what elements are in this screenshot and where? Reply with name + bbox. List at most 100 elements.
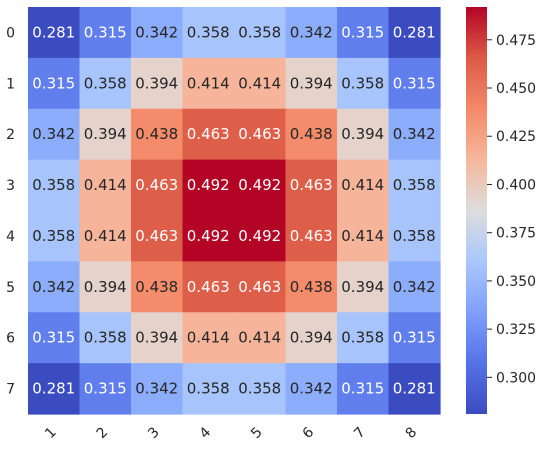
y-tick-label: 7 [6,382,15,398]
heatmap-cell-value: 0.414 [187,74,230,92]
x-tick-label: 4 [197,424,215,442]
heatmap-cell-value: 0.463 [238,125,281,143]
heatmap-cell-value: 0.342 [290,23,333,41]
heatmap-cell-value: 0.315 [393,329,436,347]
heatmap-cell-value: 0.438 [135,125,178,143]
heatmap-cell [234,57,287,110]
heatmap-cell-value: 0.394 [341,278,384,296]
heatmap-cell-value: 0.358 [32,176,75,194]
heatmap-cell [182,363,235,415]
heatmap-cell [388,261,441,313]
heatmap-cell-value: 0.342 [135,380,178,398]
heatmap-cell [182,210,235,262]
x-tick-label: 2 [94,424,112,442]
heatmap-cell-value: 0.438 [290,278,333,296]
heatmap-cell-value: 0.394 [135,329,178,347]
heatmap-cell-value: 0.438 [290,125,333,143]
heatmap-cell-value: 0.281 [393,380,436,398]
heatmap-cell [131,108,184,161]
heatmap-cell [388,363,441,415]
heatmap-cell-value: 0.315 [84,23,127,41]
heatmap-cell-value: 0.394 [290,74,333,92]
heatmap-cell-value: 0.394 [341,125,384,143]
heatmap-cell [388,7,441,59]
heatmap-cell [234,7,287,59]
y-tick-label: 6 [6,331,15,347]
heatmap-cells [28,7,441,415]
heatmap-cell-value: 0.358 [393,176,436,194]
heatmap-cell-value: 0.463 [238,278,281,296]
colorbar-tick-label: 0.425 [496,129,536,145]
heatmap-cell-value: 0.463 [135,176,178,194]
heatmap-cell-value: 0.492 [187,227,230,245]
heatmap-cell-labels: 0.281 0.315 0.342 0.358 0.358 0.342 0.315 0.281… [32,23,435,397]
colorbar-tick-label: 0.400 [496,177,536,193]
x-tick-label: 3 [145,424,163,442]
heatmap-cell [285,210,338,262]
heatmap-cell [285,312,338,364]
heatmap-cell [337,363,390,415]
heatmap-cell [285,261,338,313]
colorbar [466,7,487,414]
heatmap-cell-value: 0.394 [84,278,127,296]
heatmap-cell-value: 0.358 [84,329,127,347]
y-tick-label: 2 [6,127,15,143]
heatmap-cell [285,363,338,415]
x-tick-label: 5 [248,424,266,442]
heatmap-cell [285,159,338,212]
heatmap-cell [79,312,132,364]
y-tick-label: 1 [6,76,15,92]
heatmap-cell [182,312,235,364]
heatmap-cell [337,159,390,212]
heatmap-cell [79,159,132,212]
heatmap-cell-value: 0.358 [187,23,230,41]
heatmap-cell [234,312,287,364]
heatmap-cell-value: 0.281 [393,23,436,41]
x-tick-label: 6 [300,424,318,442]
heatmap-cell [131,261,184,313]
heatmap-cell [28,57,81,110]
colorbar-tick-label: 0.325 [496,322,536,338]
heatmap-cell-value: 0.438 [135,278,178,296]
heatmap-cell-value: 0.315 [341,380,384,398]
heatmap-cell-value: 0.358 [238,380,281,398]
heatmap-cell-value: 0.281 [32,380,75,398]
heatmap-cell [234,108,287,161]
heatmap-cell-value: 0.463 [290,176,333,194]
heatmap-cell-value: 0.358 [32,227,75,245]
heatmap-cell [182,261,235,313]
heatmap-cell-value: 0.358 [238,23,281,41]
heatmap-cell-value: 0.463 [290,227,333,245]
heatmap-cell [388,108,441,161]
heatmap-cell [131,159,184,212]
x-tick-label: 8 [403,424,421,442]
heatmap-cell [337,312,390,364]
heatmap-cell [388,210,441,262]
heatmap-cell [285,57,338,110]
heatmap-cell [234,261,287,313]
heatmap-cell-value: 0.492 [238,227,281,245]
heatmap-cell-value: 0.358 [341,329,384,347]
heatmap-cell [388,159,441,212]
heatmap-cell-value: 0.463 [187,125,230,143]
heatmap-cell-value: 0.315 [32,329,75,347]
heatmap-cell-value: 0.394 [84,125,127,143]
heatmap-cell-value: 0.315 [341,23,384,41]
heatmap-cell [131,210,184,262]
heatmap-cell [79,363,132,415]
colorbar-tick-label: 0.350 [496,274,536,290]
heatmap-cell-value: 0.414 [341,227,384,245]
y-tick-label: 4 [6,229,15,245]
heatmap-cell [131,7,184,59]
heatmap-cell [131,312,184,364]
heatmap-cell [337,108,390,161]
heatmap-cell-value: 0.315 [393,74,436,92]
heatmap-cell [131,57,184,110]
heatmap-cell [337,57,390,110]
heatmap-cell [234,363,287,415]
x-tick-label: 7 [351,424,369,442]
heatmap-cell-value: 0.315 [32,74,75,92]
heatmap-cell-value: 0.358 [84,74,127,92]
heatmap-cell [79,261,132,313]
heatmap-cell-value: 0.414 [238,329,281,347]
